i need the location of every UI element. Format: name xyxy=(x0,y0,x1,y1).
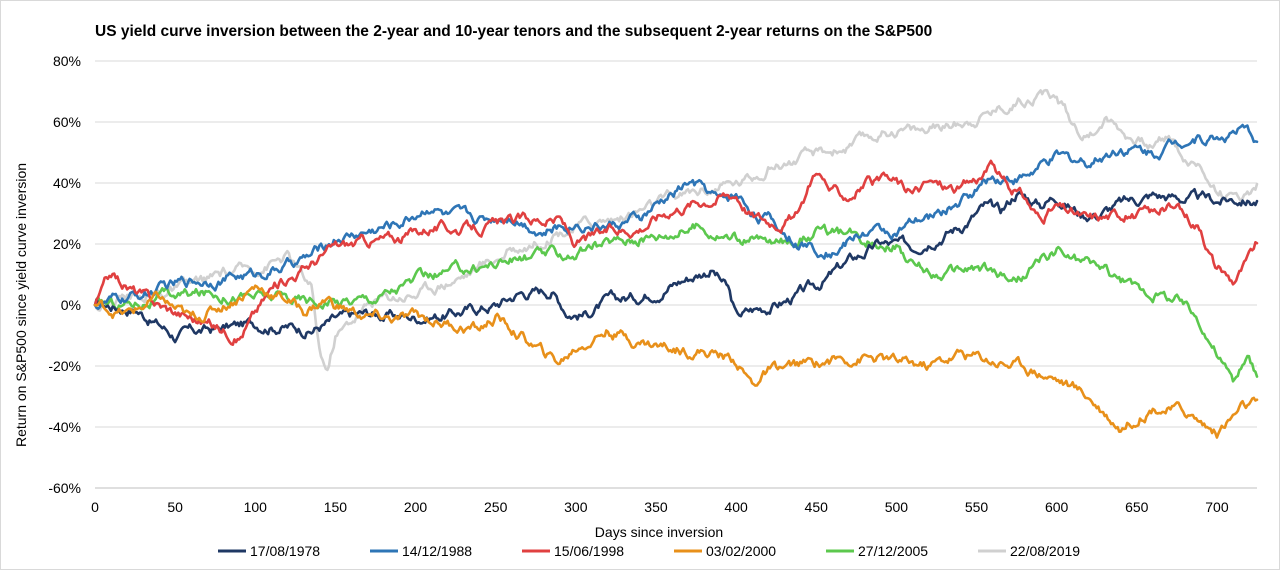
series-line-27-12-2005 xyxy=(93,222,1259,383)
chart-title: US yield curve inversion between the 2-y… xyxy=(95,23,932,40)
x-tick-label: 300 xyxy=(564,499,588,515)
legend: 17/08/1978 14/12/1988 15/06/1998 03/02/2000… xyxy=(218,543,1080,559)
y-tick-label: 20% xyxy=(53,236,81,252)
x-axis-ticks: 0 50 100 150 200 250 300 350 400 450 500 550 600 650 7… xyxy=(91,499,1229,515)
x-tick-label: 100 xyxy=(244,499,268,515)
series-line-14-12-1988 xyxy=(93,123,1259,310)
x-tick-label: 550 xyxy=(965,499,989,515)
legend-label: 03/02/2000 xyxy=(706,543,776,559)
y-tick-label: 40% xyxy=(53,175,81,191)
x-tick-label: 650 xyxy=(1125,499,1149,515)
y-tick-label: -40% xyxy=(48,419,81,435)
x-tick-label: 600 xyxy=(1045,499,1069,515)
x-tick-label: 500 xyxy=(885,499,909,515)
x-tick-label: 250 xyxy=(484,499,508,515)
y-tick-label: -20% xyxy=(48,358,81,374)
legend-label: 17/08/1978 xyxy=(250,543,320,559)
series-line-03-02-2000 xyxy=(93,284,1259,439)
legend-label: 22/08/2019 xyxy=(1010,543,1080,559)
y-tick-label: 80% xyxy=(53,53,81,69)
x-tick-label: 150 xyxy=(324,499,348,515)
legend-label: 15/06/1998 xyxy=(554,543,624,559)
y-tick-label: 60% xyxy=(53,114,81,130)
x-tick-label: 350 xyxy=(644,499,668,515)
x-tick-label: 450 xyxy=(805,499,829,515)
x-tick-label: 700 xyxy=(1205,499,1229,515)
legend-label: 27/12/2005 xyxy=(858,543,928,559)
x-tick-label: 0 xyxy=(91,499,99,515)
series-lines xyxy=(93,88,1259,439)
x-tick-label: 400 xyxy=(724,499,748,515)
y-tick-label: -60% xyxy=(48,480,81,496)
x-axis-label: Days since inversion xyxy=(595,524,723,540)
legend-label: 14/12/1988 xyxy=(402,543,472,559)
series-line-15-06-1998 xyxy=(93,159,1259,346)
x-tick-label: 50 xyxy=(167,499,183,515)
series-line-22-08-2019 xyxy=(93,88,1259,372)
x-tick-label: 200 xyxy=(404,499,428,515)
y-axis-label: Return on S&P500 since yield curve inver… xyxy=(13,163,29,447)
y-axis-ticks: -60% -40% -20% 0% 20% 40% 60% 80% xyxy=(48,53,81,496)
y-tick-label: 0% xyxy=(61,297,81,313)
